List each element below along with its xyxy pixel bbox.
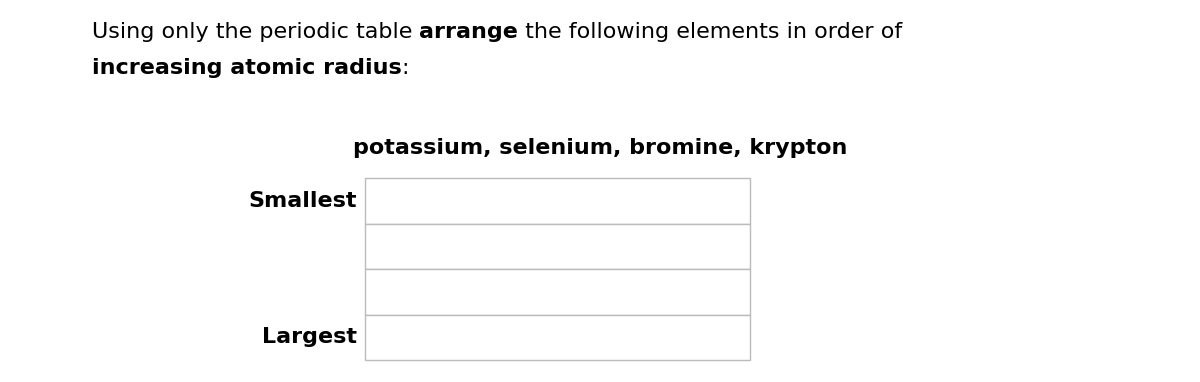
Text: potassium, selenium, bromine, krypton: potassium, selenium, bromine, krypton bbox=[353, 138, 847, 158]
Bar bbox=[365, 269, 750, 314]
Text: Largest: Largest bbox=[262, 327, 358, 347]
Text: :: : bbox=[402, 58, 409, 78]
Bar bbox=[365, 223, 750, 269]
Text: Smallest: Smallest bbox=[248, 191, 358, 211]
Text: increasing atomic radius: increasing atomic radius bbox=[92, 58, 402, 78]
Bar bbox=[365, 178, 750, 223]
Text: Using only the periodic table: Using only the periodic table bbox=[92, 22, 420, 42]
Bar bbox=[365, 314, 750, 360]
Text: the following elements in order of: the following elements in order of bbox=[518, 22, 902, 42]
Text: arrange: arrange bbox=[420, 22, 518, 42]
